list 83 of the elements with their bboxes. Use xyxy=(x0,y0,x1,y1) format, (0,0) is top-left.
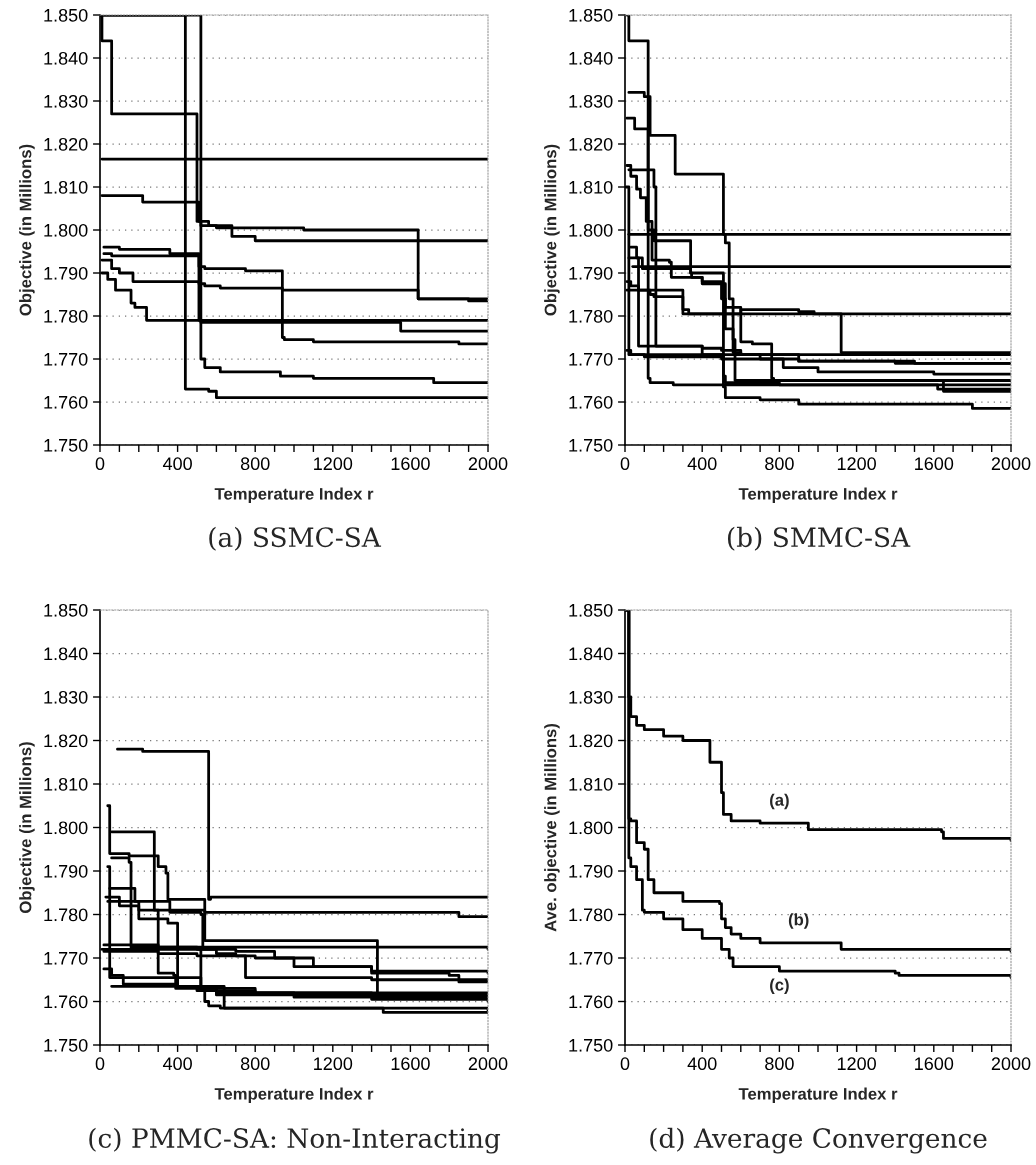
x-tick-label: 1200 xyxy=(314,1057,353,1071)
x-tick-label: 0 xyxy=(95,1057,105,1071)
y-tick-label: 1.770 xyxy=(44,352,88,366)
series-label: (c) xyxy=(770,978,789,995)
x-tick-label: 2000 xyxy=(468,457,508,471)
y-tick-label: 1.830 xyxy=(569,94,613,108)
text: (d) Average Convergence xyxy=(650,1127,987,1154)
x-tick-label: 1600 xyxy=(391,457,430,471)
y-tick-label: 1.760 xyxy=(44,995,88,1009)
y-tick-label: 1.810 xyxy=(569,777,613,791)
x-tick-label: 1200 xyxy=(837,457,876,471)
text: (b) SMMC-SA xyxy=(727,526,911,551)
y-tick-label: 1.810 xyxy=(44,180,88,194)
y-tick-label: 1.750 xyxy=(569,438,613,452)
x-axis-title: Temperature Index r xyxy=(214,487,374,504)
y-axis-title: Ave. objective (in Millions) xyxy=(544,723,560,932)
y-tick-label: 1.820 xyxy=(44,137,88,151)
y-tick-label: 1.750 xyxy=(44,438,88,452)
x-axis-title: Temperature Index r xyxy=(738,1087,898,1104)
y-tick-label: 1.810 xyxy=(569,180,613,194)
x-tick-label: 0 xyxy=(620,1057,630,1071)
y-tick-label: 1.840 xyxy=(44,51,88,65)
x-tick-label: 1200 xyxy=(837,1057,876,1071)
y-axis-title: Objective (in Millions) xyxy=(19,742,35,913)
x-tick-label: 800 xyxy=(240,1057,270,1071)
y-tick-label: 1.790 xyxy=(44,864,88,878)
y-tick-label: 1.780 xyxy=(44,309,88,323)
y-tick-label: 1.770 xyxy=(44,951,88,965)
y-tick-label: 1.830 xyxy=(44,94,88,108)
y-tick-label: 1.800 xyxy=(44,821,88,835)
y-tick-label: 1.850 xyxy=(569,603,613,617)
y-tick-label: 1.850 xyxy=(44,603,88,617)
y-tick-label: 1.800 xyxy=(569,223,613,237)
x-tick-label: 2000 xyxy=(991,1057,1031,1071)
x-tick-label: 1200 xyxy=(314,457,353,471)
x-tick-label: 2000 xyxy=(991,457,1031,471)
x-tick-label: 1600 xyxy=(391,1057,430,1071)
y-tick-label: 1.750 xyxy=(44,1038,88,1052)
x-tick-label: 800 xyxy=(240,457,270,471)
y-tick-label: 1.800 xyxy=(44,223,88,237)
y-tick-label: 1.840 xyxy=(569,51,613,65)
y-tick-label: 1.760 xyxy=(569,995,613,1009)
y-tick-label: 1.830 xyxy=(44,690,88,704)
y-tick-label: 1.790 xyxy=(44,266,88,280)
x-tick-label: 400 xyxy=(162,1057,192,1071)
y-tick-label: 1.770 xyxy=(569,352,613,366)
x-tick-label: 800 xyxy=(765,457,794,471)
y-tick-label: 1.820 xyxy=(569,734,613,748)
series-label: (a) xyxy=(770,793,789,810)
series-label: (b) xyxy=(788,913,809,929)
y-tick-label: 1.820 xyxy=(44,734,88,748)
y-tick-label: 1.780 xyxy=(569,908,613,922)
y-tick-label: 1.760 xyxy=(44,395,88,409)
x-tick-label: 0 xyxy=(620,457,630,471)
y-tick-label: 1.840 xyxy=(569,647,613,661)
y-tick-label: 1.790 xyxy=(569,266,613,280)
y-tick-label: 1.790 xyxy=(569,864,613,878)
x-axis-title: Temperature Index r xyxy=(214,1087,374,1104)
text: (c) PMMC-SA: Non-Interacting xyxy=(89,1127,501,1154)
y-axis-title: Objective (in Millions) xyxy=(544,144,560,316)
x-tick-label: 2000 xyxy=(468,1057,508,1071)
x-tick-label: 800 xyxy=(765,1057,794,1071)
y-tick-label: 1.750 xyxy=(569,1038,613,1052)
y-tick-label: 1.780 xyxy=(569,309,613,323)
y-tick-label: 1.830 xyxy=(569,690,613,704)
y-axis-title: Objective (in Millions) xyxy=(19,144,35,316)
text: (a) SSMC-SA xyxy=(209,526,382,551)
y-tick-label: 1.850 xyxy=(569,8,613,22)
x-tick-label: 400 xyxy=(687,457,717,471)
y-tick-label: 1.810 xyxy=(44,777,88,791)
y-tick-label: 1.850 xyxy=(44,8,88,22)
y-tick-label: 1.840 xyxy=(44,647,88,661)
y-tick-label: 1.780 xyxy=(44,908,88,922)
x-tick-label: 400 xyxy=(687,1057,717,1071)
x-tick-label: 0 xyxy=(95,457,105,471)
y-tick-label: 1.770 xyxy=(569,951,613,965)
x-tick-label: 1600 xyxy=(915,457,954,471)
y-tick-label: 1.820 xyxy=(569,137,613,151)
x-tick-label: 1600 xyxy=(915,1057,954,1071)
y-tick-label: 1.760 xyxy=(569,395,613,409)
y-tick-label: 1.800 xyxy=(569,821,613,835)
x-tick-label: 400 xyxy=(162,457,192,471)
x-axis-title: Temperature Index r xyxy=(738,487,898,504)
